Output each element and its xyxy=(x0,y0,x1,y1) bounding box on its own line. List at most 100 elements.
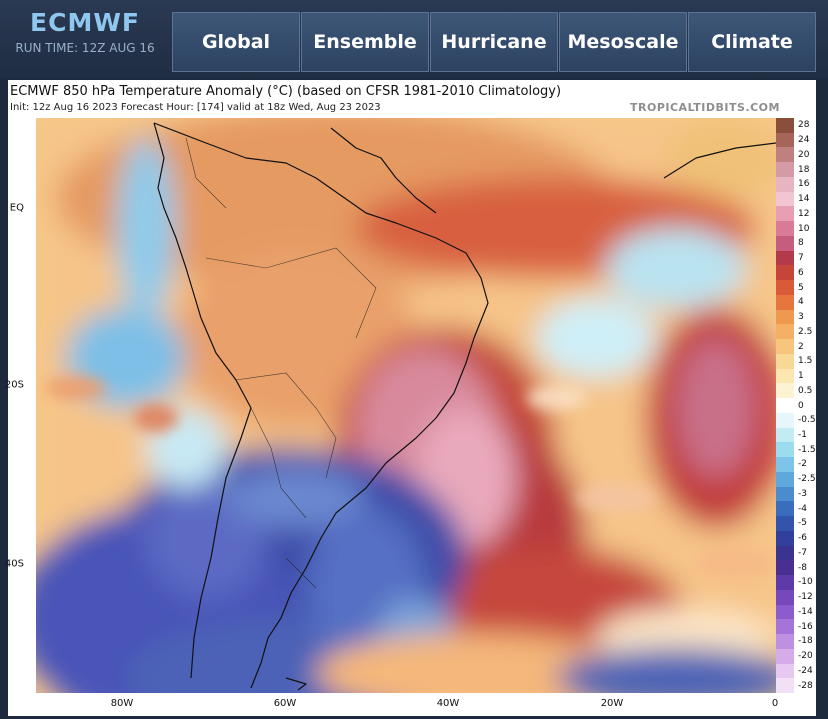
colorbar-label: -7 xyxy=(798,547,807,558)
colorbar-label: -8 xyxy=(798,562,807,573)
colorbar-label: -4 xyxy=(798,503,807,514)
colorbar-label: 20 xyxy=(798,149,810,160)
colorbar-swatch xyxy=(776,398,794,414)
map-title: ECMWF 850 hPa Temperature Anomaly (°C) (… xyxy=(10,84,562,99)
colorbar-swatch xyxy=(776,634,794,650)
model-brand[interactable]: ECMWF RUN TIME: 12Z AUG 16 xyxy=(0,8,170,55)
colorbar-label: -20 xyxy=(798,651,813,662)
colorbar-swatch xyxy=(776,648,794,664)
nav-mesoscale-button[interactable]: Mesoscale xyxy=(559,12,687,72)
colorbar-swatch xyxy=(776,235,794,252)
anomaly-map[interactable] xyxy=(36,118,776,693)
colorbar-swatch xyxy=(776,412,794,429)
colorbar-swatch xyxy=(776,324,794,340)
colorbar-label: 28 xyxy=(798,120,810,131)
colorbar-label: 7 xyxy=(798,253,804,264)
lat-label-20s: 20S xyxy=(4,379,24,391)
colorbar-label: 1 xyxy=(798,371,804,381)
colorbar-swatch xyxy=(776,176,794,193)
colorbar-label: -12 xyxy=(798,592,813,603)
colorbar-swatch xyxy=(776,560,794,576)
lat-label-eq: EQ xyxy=(9,202,24,214)
lon-label-40w: 40W xyxy=(436,698,460,709)
colorbar-label: 24 xyxy=(798,135,810,146)
lon-label-80w: 80W xyxy=(110,698,134,709)
colorbar-swatch xyxy=(776,132,794,148)
lon-label-60w: 60W xyxy=(273,698,297,709)
colorbar-label: 2 xyxy=(798,341,804,352)
nav-climate-button[interactable]: Climate xyxy=(688,12,816,72)
colorbar-label: 6 xyxy=(798,267,804,278)
run-time-label: RUN TIME: 12Z AUG 16 xyxy=(15,41,155,55)
colorbar-label: -1.5 xyxy=(798,444,816,455)
colorbar-swatch xyxy=(776,604,794,620)
temperature-colorbar: 28 24 20 18 16 14 12 10 8 7 6 5 4 3 2.5 2 1.5 1 0.5 0 -0.5 -1… xyxy=(776,118,816,694)
lat-label-40s: 40S xyxy=(4,558,24,570)
colorbar-label: -14 xyxy=(798,606,813,617)
colorbar-swatch xyxy=(776,221,794,237)
header-bar: ECMWF RUN TIME: 12Z AUG 16 Global Ensemb… xyxy=(0,0,828,78)
colorbar-label: 0.5 xyxy=(798,385,813,396)
colorbar-label: 4 xyxy=(798,297,804,308)
colorbar-swatch xyxy=(776,280,794,296)
colorbar-swatch xyxy=(776,575,794,591)
colorbar-label: 1.5 xyxy=(798,356,813,367)
anomaly-map-image xyxy=(36,118,776,693)
colorbar-swatch xyxy=(776,147,794,163)
nav-global-button[interactable]: Global xyxy=(172,12,300,72)
colorbar-swatch xyxy=(776,619,794,635)
colorbar-swatch xyxy=(776,162,794,178)
colorbar-swatch xyxy=(776,250,794,266)
colorbar-label: -2.5 xyxy=(798,474,816,485)
colorbar-label: -5 xyxy=(798,518,807,529)
nav-ensemble-button[interactable]: Ensemble xyxy=(301,12,429,72)
colorbar-swatch xyxy=(776,427,794,443)
colorbar-label: 18 xyxy=(798,164,810,175)
colorbar-swatch xyxy=(776,457,794,473)
colorbar-label: -10 xyxy=(798,577,813,588)
colorbar-swatch xyxy=(776,118,794,134)
colorbar-swatch xyxy=(776,265,794,281)
colorbar-swatch xyxy=(776,206,794,222)
colorbar-swatch xyxy=(776,383,794,399)
colorbar-label: 16 xyxy=(798,179,810,190)
map-panel: ECMWF 850 hPa Temperature Anomaly (°C) (… xyxy=(4,80,816,716)
lon-label-0: 0 xyxy=(771,698,779,709)
colorbar-swatch xyxy=(776,678,794,694)
colorbar-swatch xyxy=(776,589,794,606)
colorbar-swatch xyxy=(776,663,794,679)
colorbar-swatch xyxy=(776,353,794,370)
colorbar-label: -0.5 xyxy=(798,415,816,426)
colorbar-swatch xyxy=(776,501,794,517)
site-watermark: TROPICALTIDBITS.COM xyxy=(630,101,780,114)
colorbar-label: -2 xyxy=(798,459,807,470)
nav-hurricane-button[interactable]: Hurricane xyxy=(430,12,558,72)
colorbar-swatch xyxy=(776,294,794,311)
colorbar-label: -3 xyxy=(798,488,807,499)
colorbar-label: 14 xyxy=(798,194,810,205)
colorbar-swatch xyxy=(776,545,794,561)
colorbar-label: -28 xyxy=(798,680,813,691)
colorbar-label: 8 xyxy=(798,238,804,249)
colorbar-label: 5 xyxy=(798,282,804,293)
model-title[interactable]: ECMWF xyxy=(30,8,140,37)
colorbar-swatch xyxy=(776,530,794,547)
map-subtitle: Init: 12z Aug 16 2023 Forecast Hour: [17… xyxy=(10,102,381,113)
colorbar-label: 0 xyxy=(798,400,804,411)
colorbar-swatch xyxy=(776,516,794,532)
colorbar-swatch xyxy=(776,309,794,325)
colorbar-swatch xyxy=(776,471,794,488)
colorbar-label: -18 xyxy=(798,636,813,647)
colorbar-label: 3 xyxy=(798,312,804,323)
colorbar-label: -16 xyxy=(798,621,813,632)
colorbar-swatch xyxy=(776,442,794,458)
lon-label-20w: 20W xyxy=(600,698,624,709)
colorbar-swatch xyxy=(776,486,794,502)
colorbar-label: -6 xyxy=(798,533,807,544)
colorbar-label: 10 xyxy=(798,223,810,234)
colorbar-swatch xyxy=(776,339,794,355)
colorbar-swatch xyxy=(776,191,794,207)
colorbar-label: 2.5 xyxy=(798,326,813,337)
colorbar-swatch xyxy=(776,368,794,384)
colorbar-label: -1 xyxy=(798,429,807,440)
